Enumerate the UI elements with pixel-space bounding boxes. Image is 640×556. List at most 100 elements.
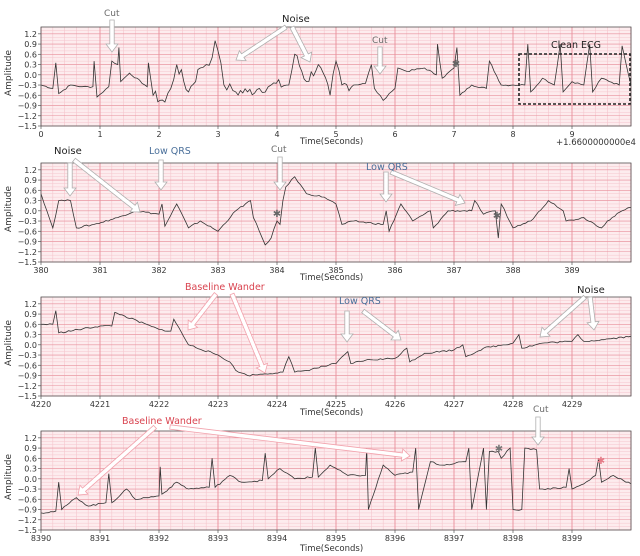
y-tick-label: 0.0: [24, 475, 37, 484]
annotation-arrow: [169, 424, 411, 462]
x-tick-label: 4224: [267, 400, 287, 409]
ecg-signal-line: [40, 447, 632, 514]
y-tick-label: 1.2: [24, 434, 37, 443]
ecg-signal-line: [41, 310, 632, 377]
x-tick-label: 8396: [385, 534, 405, 543]
x-tick-label: 4: [274, 130, 279, 139]
y-tick-label: 0.6: [24, 186, 37, 195]
panel-1-plot: 1.20.90.6 0.30.0−0.3−0.6 −0.9−1.2−1.50 1 2 3 4…: [18, 26, 632, 139]
y-tick-label: 1.2: [24, 30, 37, 39]
x-tick-label: 4225: [326, 400, 346, 409]
x-tick-label: 383: [210, 266, 225, 275]
y-tick-label: 0.0: [24, 207, 37, 216]
x-tick-label: 4229: [562, 400, 582, 409]
x-tick-label: 382: [151, 266, 166, 275]
y-tick-label: 0.3: [24, 197, 37, 206]
x-tick-label: 8: [510, 130, 515, 139]
annotation-arrow: [531, 416, 545, 446]
y-tick-label: 1.2: [24, 166, 37, 175]
x-tick-label: 8397: [444, 534, 464, 543]
y-tick-label: −0.6: [18, 227, 37, 236]
annotation-arrow: [63, 162, 77, 197]
x-tick-label: 4223: [208, 400, 228, 409]
x-tick-label: 4227: [444, 400, 464, 409]
x-tick-label: 8399: [562, 534, 582, 543]
x-tick-label: 8395: [326, 534, 346, 543]
x-tick-label: 7: [451, 130, 456, 139]
x-tick-label: 4222: [149, 400, 169, 409]
x-tick-label: 3: [215, 130, 220, 139]
y-tick-label: 0.9: [24, 310, 37, 319]
y-tick-label: −0.3: [18, 351, 37, 360]
annotation-arrow: [273, 156, 287, 191]
y-tick-label: 0.3: [24, 61, 37, 70]
annotation-arrow: [72, 157, 141, 213]
y-tick-label: −0.9: [18, 372, 37, 381]
x-tick-label: 384: [269, 266, 284, 275]
y-tick-label: −0.3: [18, 217, 37, 226]
y-tick-label: −1.2: [18, 382, 37, 391]
annotation-arrow: [389, 169, 466, 206]
x-tick-label: 8394: [267, 534, 287, 543]
y-tick-label: 0.0: [24, 71, 37, 80]
x-tick-label: 381: [92, 266, 107, 275]
x-tick-label: 1: [97, 130, 102, 139]
annotation-arrow: [289, 25, 313, 63]
y-tick-label: 0.9: [24, 444, 37, 453]
annotation-arrow: [340, 310, 354, 343]
y-tick-label: 1.2: [24, 300, 37, 309]
ecg-signal-line: [40, 40, 632, 103]
annotation-arrow: [361, 308, 402, 341]
x-tick-label: 386: [387, 266, 402, 275]
y-tick-label: 0.6: [24, 454, 37, 463]
annotation-arrow: [154, 159, 168, 191]
star-marker-icon: ✱: [495, 444, 503, 455]
x-tick-label: 388: [505, 266, 520, 275]
y-tick-label: −1.5: [18, 258, 37, 267]
x-tick-label: 389: [564, 266, 579, 275]
x-tick-label: 8391: [90, 534, 110, 543]
y-tick-label: 0.9: [24, 40, 37, 49]
y-tick-label: 0.0: [24, 341, 37, 350]
annotation-arrow: [539, 294, 588, 338]
x-tick-label: 8393: [208, 534, 228, 543]
x-tick-label: 385: [328, 266, 343, 275]
y-tick-label: −0.9: [18, 102, 37, 111]
annotation-arrow: [373, 46, 387, 75]
annotation-arrow: [586, 296, 600, 331]
x-tick-label: 9: [569, 130, 574, 139]
y-tick-label: −1.2: [18, 516, 37, 525]
y-tick-label: 0.6: [24, 50, 37, 59]
y-tick-label: −1.5: [18, 526, 37, 535]
y-tick-label: −0.6: [18, 91, 37, 100]
y-tick-label: −0.9: [18, 506, 37, 515]
annotation-arrow: [379, 171, 393, 203]
y-tick-label: −0.6: [18, 495, 37, 504]
clean-ecg-box: [518, 53, 631, 105]
x-tick-label: 8392: [149, 534, 169, 543]
x-tick-label: 4221: [90, 400, 110, 409]
y-tick-label: −1.2: [18, 112, 37, 121]
x-tick-label: 8398: [503, 534, 523, 543]
star-marker-icon: ✱: [273, 209, 281, 220]
x-tick-label: 4226: [385, 400, 405, 409]
annotation-arrow: [187, 292, 219, 331]
y-tick-label: 0.9: [24, 176, 37, 185]
y-tick-label: −0.3: [18, 81, 37, 90]
y-tick-label: −1.2: [18, 248, 37, 257]
annotation-arrow: [77, 424, 158, 496]
x-tick-label: 5: [333, 130, 338, 139]
y-tick-label: −0.6: [18, 361, 37, 370]
annotation-arrow: [105, 19, 119, 53]
x-tick-label: 2: [156, 130, 161, 139]
x-tick-label: 4228: [503, 400, 523, 409]
annotation-arrow: [235, 24, 288, 62]
star-marker-icon: ✱: [452, 59, 460, 70]
y-tick-label: −0.9: [18, 238, 37, 247]
x-tick-label: 387: [446, 266, 461, 275]
x-tick-label: 6: [392, 130, 397, 139]
x-tick-label: 380: [33, 266, 48, 275]
